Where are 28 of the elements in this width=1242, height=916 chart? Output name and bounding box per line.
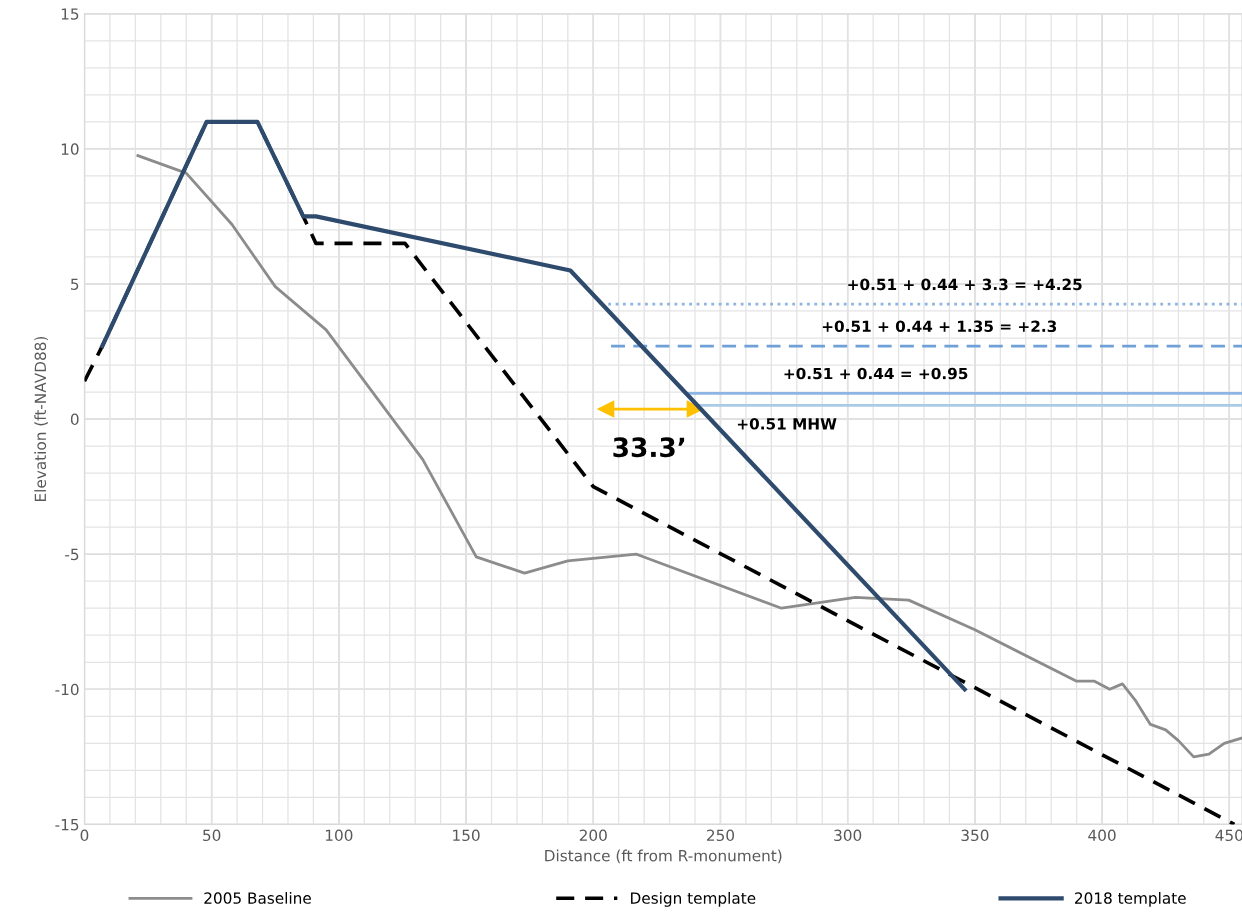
y-tick-label: -15 [55,819,79,831]
y-tick-label: 15 [61,8,79,20]
y-tick-label: 10 [61,143,79,155]
annotation: +0.51 + 0.44 = +0.95 [784,367,968,380]
y-tick-label: -10 [55,683,79,696]
x-tick-label: 100 [325,829,353,842]
x-axis-title: Distance (ft from R-monument) [545,849,782,864]
legend-label: Design template [631,892,756,907]
y-tick-label: 0 [70,413,79,426]
annotation: +0.51 MHW [737,418,837,430]
x-tick-label: 300 [834,829,862,842]
x-tick-label: 250 [707,829,735,842]
x-tick-label: 50 [203,829,221,842]
x-tick-label: 200 [579,829,607,842]
y-tick-label: 5 [71,278,79,290]
x-tick-label: 0 [80,829,89,842]
x-tick-label: 350 [961,829,989,842]
y-tick-label: -5 [65,548,79,561]
annotation: +0.51 + 0.44 + 3.3 = +4.25 [848,278,1082,291]
legend-label: 2018 template [1075,892,1186,907]
annotation: +0.51 + 0.44 + 1.35 = +2.3 [822,320,1057,333]
annotation: 33.3’ [613,437,685,458]
y-axis-title: Elevation (ft-NAVD88) [34,336,48,502]
x-tick-label: 400 [1088,829,1116,842]
line-series [136,154,1242,759]
x-tick-label: 450 [1215,829,1242,842]
legend-label: 2005 Baseline [204,892,311,904]
x-tick-label: 150 [453,829,480,842]
